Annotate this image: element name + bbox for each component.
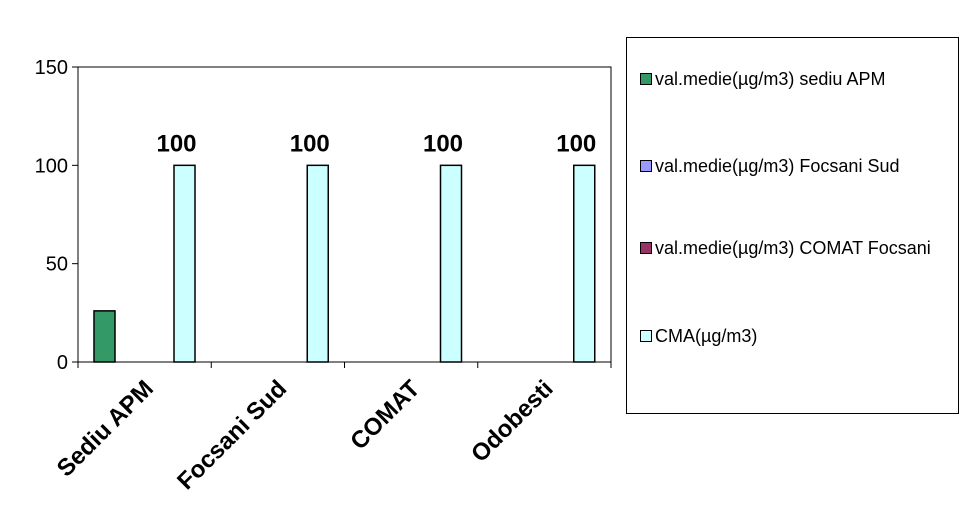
data-label: 100 bbox=[156, 130, 196, 157]
bar-series-3-3 bbox=[573, 164, 596, 363]
x-category-label: Sediu APM bbox=[52, 375, 159, 482]
x-category-label: Focsani Sud bbox=[172, 375, 292, 495]
legend-swatch-comat-focsani bbox=[640, 242, 652, 254]
bar-series-3-0 bbox=[173, 164, 196, 363]
bar-series-0-0 bbox=[93, 310, 116, 363]
legend-label-comat-focsani: val.medie(µg/m3) COMAT Focsani bbox=[655, 238, 931, 258]
legend-label-sediu-apm: val.medie(µg/m3) sediu APM bbox=[655, 69, 886, 89]
legend-swatch-focsani-sud bbox=[640, 160, 652, 172]
legend-item-cma: CMA(µg/m3) bbox=[640, 324, 961, 348]
x-category-label: COMAT bbox=[345, 375, 425, 455]
y-tick-label: 0 bbox=[57, 352, 68, 374]
y-tick-label: 150 bbox=[35, 57, 68, 79]
legend-label-cma: CMA(µg/m3) bbox=[655, 326, 758, 346]
data-label: 100 bbox=[290, 130, 330, 157]
bar-series-3-2 bbox=[439, 164, 463, 363]
legend-swatch-cma bbox=[640, 330, 652, 342]
legend-item-comat-focsani: val.medie(µg/m3) COMAT Focsani bbox=[640, 236, 961, 260]
legend: val.medie(µg/m3) sediu APM val.medie(µg/… bbox=[626, 37, 959, 414]
data-label: 100 bbox=[556, 130, 596, 157]
x-category-label: Odobesti bbox=[466, 375, 559, 468]
bar-series-3-1 bbox=[306, 164, 329, 363]
legend-item-sediu-apm: val.medie(µg/m3) sediu APM bbox=[640, 67, 961, 91]
plot-area bbox=[77, 66, 612, 363]
y-tick-label: 50 bbox=[46, 254, 68, 276]
data-label: 100 bbox=[423, 130, 463, 157]
legend-label-focsani-sud: val.medie(µg/m3) Focsani Sud bbox=[655, 156, 900, 176]
legend-item-focsani-sud: val.medie(µg/m3) Focsani Sud bbox=[640, 154, 961, 178]
y-tick-label: 100 bbox=[35, 155, 68, 177]
legend-swatch-sediu-apm bbox=[640, 73, 652, 85]
